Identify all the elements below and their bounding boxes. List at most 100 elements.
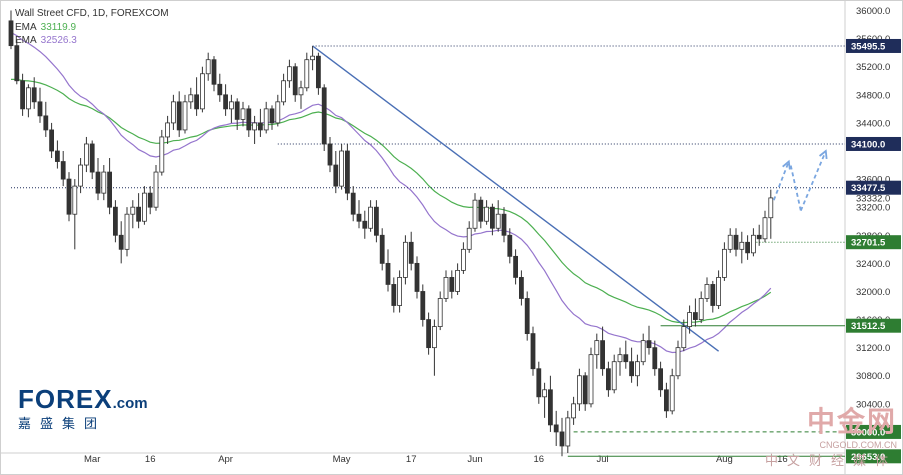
x-tick-label: Mar [84, 454, 100, 465]
candle [646, 325, 652, 355]
candle [234, 98, 240, 130]
price-level-label: 30000.0 [851, 427, 885, 438]
candle [449, 270, 455, 299]
candle [542, 382, 547, 418]
candle [211, 56, 217, 92]
candle [298, 80, 304, 109]
candle [530, 326, 536, 376]
candle [25, 84, 31, 118]
y-tick-label: 31200.0 [856, 343, 890, 354]
candle [623, 340, 629, 369]
x-tick-label: Aug [716, 454, 733, 465]
logo-brand: FOREX [18, 384, 113, 414]
watermark-main: 中金网 [806, 405, 897, 438]
candle [664, 382, 669, 418]
watermark-url: CNGOLD.COM.CN [819, 440, 897, 450]
candle [408, 231, 414, 271]
candle [339, 143, 345, 190]
candle [356, 200, 362, 229]
candle [107, 158, 112, 215]
candle [147, 186, 153, 215]
price-level-badge [846, 449, 901, 464]
candle [652, 340, 658, 376]
candle [263, 101, 269, 134]
candle [275, 94, 281, 127]
candle [629, 347, 634, 383]
y-tick-label: 36000.0 [856, 6, 890, 17]
candle [205, 52, 211, 81]
candle [170, 94, 176, 130]
candle [304, 52, 310, 92]
candle [553, 410, 559, 446]
candle [373, 200, 379, 243]
candle [455, 263, 461, 295]
candle [14, 40, 20, 85]
candle [658, 361, 663, 397]
logo-domain: .com [112, 395, 148, 412]
candle [565, 410, 571, 453]
x-tick-label: 16 [534, 454, 545, 465]
candle [118, 221, 124, 264]
candle [559, 417, 565, 457]
price-level-label: 33477.5 [851, 183, 886, 194]
y-tick-label: 34800.0 [856, 90, 890, 101]
candle [710, 280, 716, 313]
candle [751, 228, 756, 257]
ema-slow-legend: EMA 32526.3 [15, 35, 77, 46]
price-level-badge [846, 424, 901, 439]
candle [60, 151, 66, 187]
price-level-label: 29653.0 [851, 452, 885, 463]
candle [582, 372, 588, 411]
candle [78, 158, 83, 194]
candle [124, 207, 130, 257]
candle [472, 193, 478, 232]
ema-fast-legend: EMA 33119.9 [15, 22, 76, 33]
x-tick-label: 16 [145, 454, 156, 465]
ema-slow-label: EMA [15, 35, 37, 46]
candle [756, 224, 762, 246]
candle [199, 66, 205, 113]
candle [321, 84, 327, 151]
cngold-watermark: 中金网 CNGOLD.COM.CN 中文财经媒体 [765, 400, 897, 469]
trendline [312, 45, 720, 352]
candle [617, 347, 623, 376]
candle [182, 94, 188, 134]
candle [687, 305, 692, 334]
candle [414, 256, 420, 299]
candle [269, 105, 275, 130]
candle [484, 200, 490, 225]
candle [594, 333, 600, 369]
candle [228, 94, 234, 123]
candle [350, 186, 356, 222]
candle [159, 129, 165, 176]
candle [223, 84, 229, 116]
ema-fast-line [11, 78, 772, 324]
candle [739, 231, 745, 264]
candle [165, 115, 171, 144]
candle [588, 347, 594, 408]
candle [489, 203, 495, 236]
y-tick-label: 30400.0 [856, 399, 890, 410]
candle [344, 143, 350, 201]
y-tick-label: 34400.0 [856, 118, 890, 129]
candle [333, 151, 339, 194]
projection-path [799, 150, 827, 212]
candle [141, 186, 147, 225]
candle [519, 270, 524, 306]
candle [426, 312, 432, 355]
candle [66, 172, 72, 222]
candle [536, 361, 542, 404]
candle [176, 91, 182, 137]
candle [443, 270, 449, 302]
candle [385, 249, 391, 292]
candle [727, 228, 733, 253]
candle [20, 73, 26, 116]
price-level-label: 32701.5 [851, 238, 886, 249]
candle [437, 291, 443, 331]
candle [402, 235, 408, 285]
x-tick-label: Apr [218, 454, 233, 465]
candle [733, 228, 739, 257]
candle [113, 200, 118, 243]
candle [548, 375, 553, 432]
candle [153, 165, 159, 211]
